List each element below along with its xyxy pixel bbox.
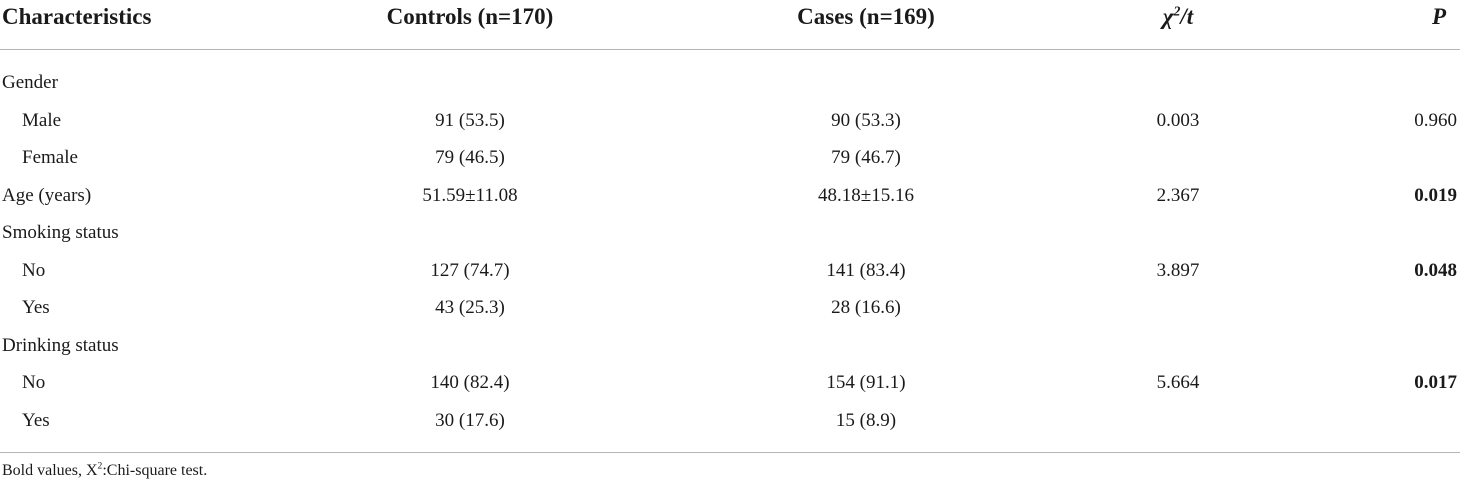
cases-value: 90 (53.3) — [831, 109, 901, 131]
table-row: Yes 43 (25.3) 28 (16.6) — [0, 289, 1460, 327]
controls-value: 140 (82.4) — [430, 372, 510, 393]
header-cases: Cases (n=169) — [797, 4, 935, 29]
controls-value: 30 (17.6) — [435, 409, 505, 431]
table-body: Gender Male 91 (53.5) 90 (53.3) 0.003 0.960 Fe… — [0, 64, 1460, 439]
row-label: Yes — [22, 409, 50, 431]
chi-square-t-value: 5.664 — [1156, 372, 1200, 393]
p-value: 0.960 — [1414, 109, 1457, 131]
table-row: Drinking status — [0, 327, 1460, 365]
row-label: Yes — [22, 297, 50, 318]
header-chi-superscript: 2 — [1173, 3, 1181, 19]
footnote-superscript: 2 — [97, 460, 103, 472]
table-row: Age (years) 51.59±11.08 48.18±15.16 2.367 0.… — [0, 177, 1460, 215]
row-label: No — [22, 259, 46, 281]
row-label: Drinking status — [2, 334, 119, 356]
footnote-text-start: Bold values, X — [2, 462, 98, 479]
table-row: Male 91 (53.5) 90 (53.3) 0.003 0.960 — [0, 102, 1460, 140]
controls-value: 91 (53.5) — [435, 109, 505, 131]
row-label: No — [22, 372, 46, 393]
p-value: 0.019 — [1414, 184, 1457, 206]
cases-value: 15 (8.9) — [835, 409, 897, 431]
cases-value: 28 (16.6) — [831, 297, 901, 318]
footnote-text-end: :Chi-square test. — [102, 462, 208, 479]
header-t-symbol: /t — [1180, 4, 1194, 29]
controls-value: 43 (25.3) — [435, 297, 505, 318]
cases-value: 141 (83.4) — [826, 259, 906, 281]
table-row: No 127 (74.7) 141 (83.4) 3.897 0.048 — [0, 252, 1460, 290]
controls-value: 79 (46.5) — [435, 147, 505, 168]
row-label: Male — [22, 109, 62, 131]
table-row: No 140 (82.4) 154 (91.1) 5.664 0.017 — [0, 364, 1460, 402]
chi-square-t-value: 3.897 — [1156, 259, 1200, 281]
chi-square-t-value: 2.367 — [1156, 184, 1200, 206]
row-label: Smoking status — [2, 222, 119, 243]
table-header-row: Characteristics Controls (n=170) Cases (… — [0, 0, 1460, 48]
header-p-value: P — [1431, 4, 1446, 29]
row-label: Female — [22, 147, 78, 168]
header-characteristics: Characteristics — [2, 4, 152, 29]
characteristics-table: Characteristics Controls (n=170) Cases (… — [0, 0, 1460, 453]
header-divider — [0, 49, 1460, 50]
controls-value: 127 (74.7) — [430, 259, 510, 281]
cases-value: 48.18±15.16 — [818, 184, 914, 206]
table-row: Female 79 (46.5) 79 (46.7) — [0, 139, 1460, 177]
header-chi-symbol: χ — [1162, 4, 1174, 29]
table-row: Gender — [0, 64, 1460, 102]
row-label: Age (years) — [2, 184, 92, 206]
table-bottom-divider — [0, 452, 1460, 453]
table-row: Yes 30 (17.6) 15 (8.9) — [0, 402, 1460, 440]
header-chi-square-t: χ2/t — [1028, 2, 1328, 32]
row-label: Gender — [2, 72, 58, 93]
table-footnote: Bold values, X2:Chi-square test. — [2, 460, 207, 482]
controls-value: 51.59±11.08 — [422, 184, 518, 206]
chi-square-t-value: 0.003 — [1156, 109, 1200, 131]
cases-value: 154 (91.1) — [826, 372, 906, 393]
header-controls: Controls (n=170) — [386, 4, 554, 29]
cases-value: 79 (46.7) — [831, 147, 901, 168]
table-row: Smoking status — [0, 214, 1460, 252]
p-value: 0.017 — [1414, 372, 1457, 393]
p-value: 0.048 — [1414, 259, 1457, 281]
